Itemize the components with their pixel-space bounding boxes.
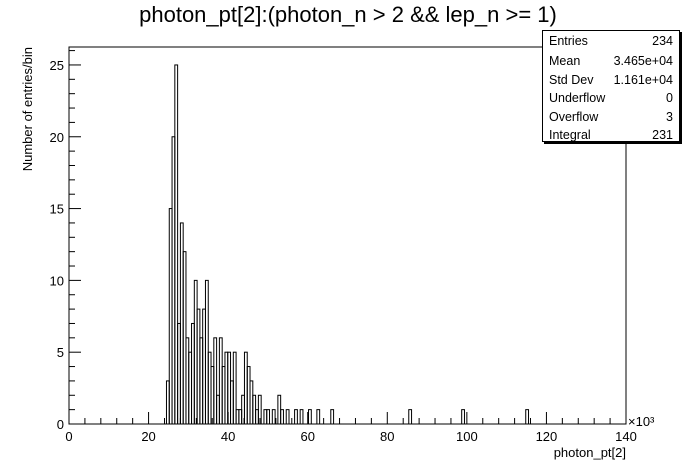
axes: 0 20 40 60 80 100 120 140 0 5 10 15 20 25 (50, 50, 637, 444)
stats-mean-value: 3.465e+04 (613, 54, 673, 68)
stats-row-integral: Integral 231 (543, 126, 679, 145)
x-tick-label: 20 (141, 429, 155, 444)
histogram-bin (299, 409, 304, 425)
stats-row-underflow: Underflow 0 (543, 89, 679, 108)
histogram-bin (213, 337, 218, 425)
stats-box: Entries 234 Mean 3.465e+04 Std Dev 1.161… (542, 30, 680, 142)
stats-stddev-label: Std Dev (549, 72, 594, 87)
y-tick-label: 20 (50, 130, 64, 145)
histogram-bin (285, 409, 290, 425)
stats-mean-label: Mean (549, 54, 581, 68)
x-tick-label: 80 (380, 429, 394, 444)
x-tick-label: 120 (536, 429, 558, 444)
y-axis-label: Number of entries/bin (20, 47, 35, 171)
stats-row-stddev: Std Dev 1.161e+04 (543, 71, 679, 90)
y-tick-label: 0 (57, 417, 64, 432)
histogram-bin (330, 409, 335, 425)
y-tick-label: 10 (50, 273, 64, 288)
stats-underflow-label: Underflow (549, 91, 606, 105)
stats-underflow-value: 0 (666, 91, 673, 105)
x-tick-label: 0 (65, 429, 72, 444)
stats-overflow-label: Overflow (549, 109, 599, 124)
histogram-bin (174, 64, 179, 425)
stats-overflow-value: 3 (666, 109, 673, 124)
stats-row-mean: Mean 3.465e+04 (543, 52, 679, 71)
y-tick-label: 25 (50, 58, 64, 73)
x-tick-label: 60 (300, 429, 314, 444)
histogram-bin (461, 409, 465, 425)
histogram-bin (294, 409, 298, 425)
x-tick-label: 100 (456, 429, 478, 444)
stats-integral-value: 231 (652, 128, 673, 142)
stats-stddev-value: 1.161e+04 (613, 72, 673, 87)
histogram-bin (280, 409, 284, 425)
histogram-bin (316, 409, 321, 425)
x-axis-multiplier: ×10³ (628, 414, 655, 429)
histogram-bin (266, 409, 271, 425)
x-tick-label: 40 (221, 429, 235, 444)
stats-row-overflow: Overflow 3 (543, 108, 679, 127)
histogram-bin (232, 351, 237, 425)
stats-integral-label: Integral (549, 128, 591, 142)
y-tick-label: 15 (50, 202, 64, 217)
stats-header: Entries 234 (543, 31, 679, 52)
histogram-bin (308, 409, 312, 425)
histogram-bin (408, 409, 413, 425)
histogram-bin (525, 409, 530, 425)
stats-entries-label: Entries (549, 34, 588, 48)
histogram-bin (271, 409, 276, 425)
x-axis-label: photon_pt[2] (554, 445, 626, 460)
histogram-bins (165, 64, 530, 425)
chart-title: photon_pt[2]:(photon_n > 2 && lep_n >= 1… (139, 2, 557, 27)
x-tick-label: 140 (615, 429, 637, 444)
plot-frame (68, 46, 627, 425)
stats-entries-value: 234 (652, 34, 673, 48)
y-tick-label: 5 (57, 345, 64, 360)
